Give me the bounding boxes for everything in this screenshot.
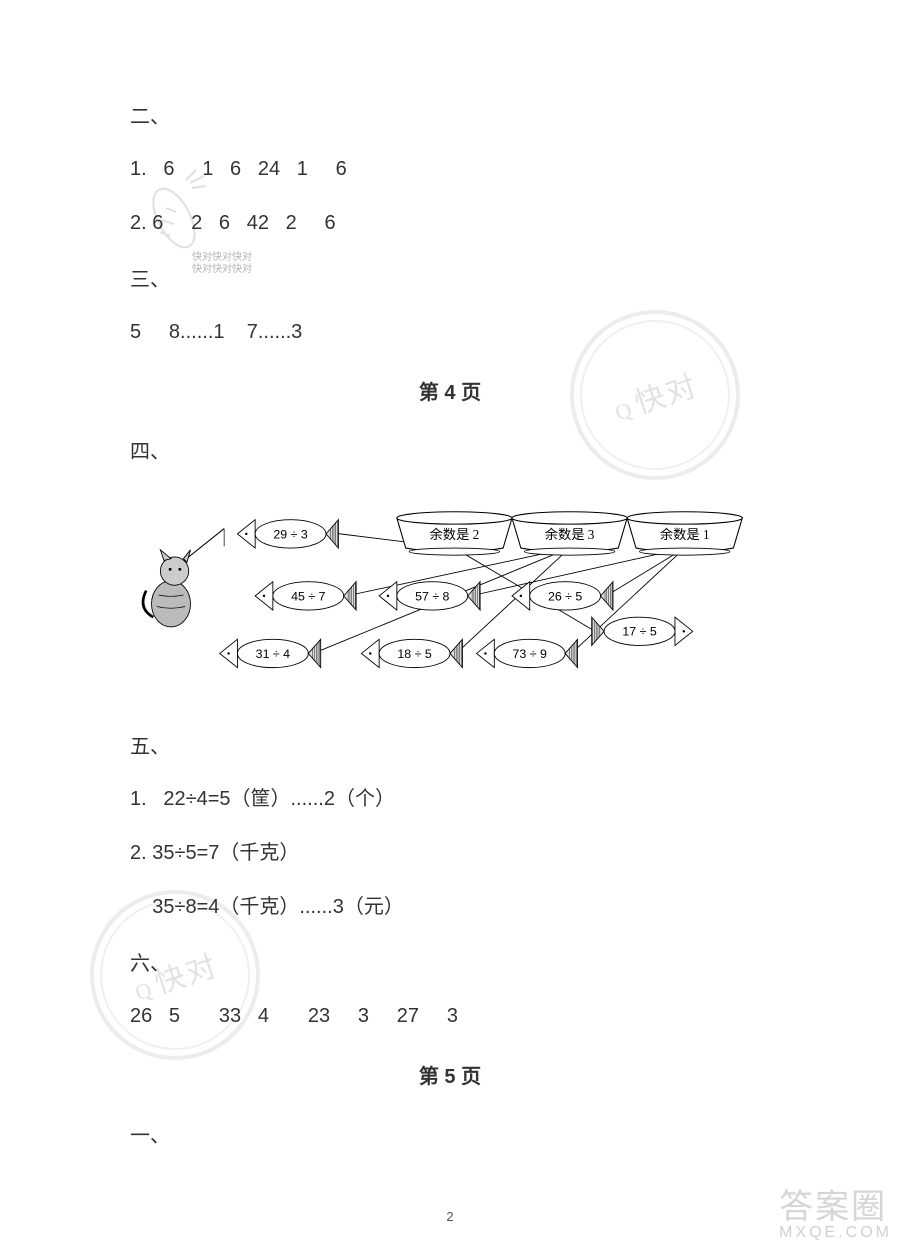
section-2-label: 二、 [130,100,770,129]
section-6-line-1: 26 5 33 4 23 3 27 3 [130,1002,770,1030]
section-1b-label: 一、 [130,1119,770,1148]
svg-text:57 ÷ 8: 57 ÷ 8 [415,589,449,603]
svg-text:18 ÷ 5: 18 ÷ 5 [397,647,431,661]
corner-watermark-line2: MXQE.COM [779,1224,892,1242]
section-5-line-3: 35÷8=4（千克）......3（元） [130,893,770,921]
section-4-label: 四、 [130,435,770,464]
bowl: 余数是 2 [397,512,512,555]
svg-text:26 ÷ 5: 26 ÷ 5 [548,589,582,603]
footer-page-number: 2 [0,1209,900,1224]
svg-text:17 ÷ 5: 17 ÷ 5 [622,625,656,639]
section-5-line-1: 1. 22÷4=5（筐）......2（个） [130,785,770,813]
section-5-line-2: 2. 35÷5=7（千克） [130,839,770,867]
fish: 57 ÷ 8 [379,582,480,610]
matching-diagram: 余数是 2 余数是 3 余数是 1 29 ÷ 3 45 ÷ 7 57 ÷ 8 26 ÷ 5 3… [140,490,760,700]
svg-text:29 ÷ 3: 29 ÷ 3 [273,527,307,541]
svg-text:73 ÷ 9: 73 ÷ 9 [513,647,547,661]
bowl: 余数是 1 [627,512,742,555]
section-2-line-2: 2. 6 2 6 42 2 6 [130,209,770,237]
svg-text:31 ÷ 4: 31 ÷ 4 [256,647,290,661]
svg-text:余数是 1: 余数是 1 [660,526,710,542]
section-2-line-1: 1. 6 1 6 24 1 6 [130,155,770,183]
section-6-label: 六、 [130,947,770,976]
page-content: 二、 1. 6 1 6 24 1 6 2. 6 2 6 42 2 6 三、 5 … [0,0,900,1214]
page-5-heading: 第 5 页 [130,1060,770,1089]
fish: 18 ÷ 5 [361,639,462,667]
fish: 45 ÷ 7 [255,582,356,610]
svg-text:余数是 3: 余数是 3 [545,526,595,542]
section-3-line-1: 5 8......1 7......3 [130,318,770,346]
section-3-label: 三、 [130,263,770,292]
svg-text:余数是 2: 余数是 2 [430,526,480,542]
section-5-label: 五、 [130,730,770,759]
fish: 73 ÷ 9 [477,639,578,667]
page-4-heading: 第 4 页 [130,376,770,405]
svg-text:45 ÷ 7: 45 ÷ 7 [291,589,325,603]
bowl: 余数是 3 [512,512,627,555]
fish: 17 ÷ 5 [592,617,693,645]
cat-icon [143,529,224,627]
fish: 29 ÷ 3 [237,520,338,548]
fish: 31 ÷ 4 [220,639,321,667]
fish: 26 ÷ 5 [512,582,613,610]
